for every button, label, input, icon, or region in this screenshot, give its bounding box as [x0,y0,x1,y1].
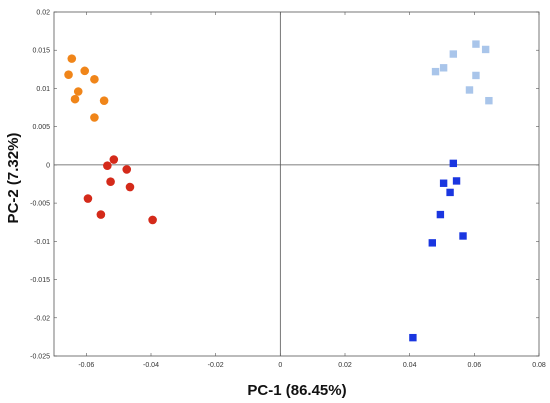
y-tick-label: -0.025 [30,354,50,361]
data-point-square [481,45,490,54]
data-point-circle [99,96,109,105]
x-tick-label: -0.04 [143,362,159,369]
data-point-circle [70,94,80,104]
data-point-circle [80,66,90,76]
data-point-square [439,179,448,187]
y-axis-title: PC-2 (7.32%) [5,133,22,224]
y-tick-label: -0.02 [34,315,50,322]
data-point-square [409,333,417,342]
y-tick-label: -0.015 [30,277,50,284]
data-point-square [446,188,454,197]
data-point-circle [96,210,106,219]
y-tick-label: -0.005 [30,201,50,208]
data-point-circle [122,165,132,174]
data-point-circle [90,113,99,122]
axes [53,11,540,357]
data-point-circle [148,215,157,225]
data-point-circle [73,87,83,96]
x-tick-label: 0.02 [338,362,352,369]
y-tick-label: 0 [46,162,50,169]
x-tick-label: 0.04 [403,362,417,369]
data-point-square [485,96,493,105]
data-point-square [472,40,480,48]
y-tick-label: 0.005 [32,124,50,131]
data-point-square [472,71,480,80]
data-point-circle [64,70,73,79]
x-tick-label: 0 [278,362,282,369]
data-point-circle [83,194,93,203]
data-point-circle [106,177,115,187]
data-point-square [439,64,448,72]
data-point-square [436,210,445,219]
data-point-circle [67,54,77,63]
data-points [64,40,493,342]
data-point-square [465,86,474,94]
y-tick-label: 0.01 [36,86,50,93]
y-tick-label: 0.02 [36,10,50,17]
x-tick-label: -0.06 [78,362,94,369]
data-point-square [449,50,458,58]
data-point-square [431,67,440,76]
data-point-circle [103,161,112,170]
x-tick-label: -0.02 [208,362,224,369]
x-tick-label: 0.08 [532,362,546,369]
data-point-square [459,232,467,240]
data-point-square [428,239,436,247]
data-point-circle [109,155,119,164]
data-point-square [452,177,461,185]
y-tick-label: 0.015 [32,48,50,55]
y-tick-label: -0.01 [34,239,50,246]
data-point-circle [90,74,99,84]
tick-labels: -0.06 -0.04 -0.02 0 0.02 0.04 0.06 0.08 -0.025 -0… [30,10,546,370]
x-tick-label: 0.06 [468,362,482,369]
data-point-circle [125,182,135,192]
x-axis-title: PC-1 (86.45%) [247,382,346,399]
data-point-square [449,159,458,168]
plot-frame [53,11,540,357]
